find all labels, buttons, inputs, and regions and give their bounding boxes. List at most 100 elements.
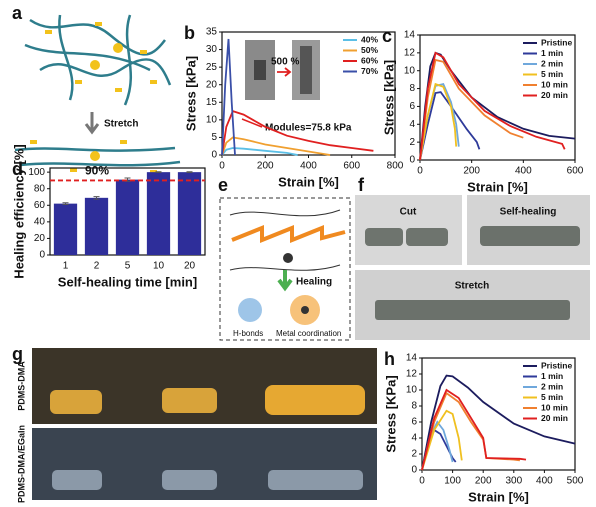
- plot-frame: [421, 357, 576, 471]
- panel-letter: g: [12, 344, 23, 364]
- annotation: Modules=75.8 kPa: [265, 123, 352, 134]
- plot-frame: [419, 34, 576, 161]
- x-tick-label: 500: [567, 476, 584, 487]
- y-axis-title: Healing efficiency [%]: [11, 144, 26, 278]
- sample: [268, 470, 363, 490]
- x-tick-label: 800: [387, 161, 404, 172]
- y-tick-label: 20: [34, 233, 46, 244]
- y-tick-label: 10: [406, 385, 418, 396]
- x-tick-label: 400: [300, 161, 317, 172]
- y-tick-label: 10: [404, 65, 416, 76]
- bar: [146, 172, 171, 255]
- crack: [231, 225, 346, 243]
- y-tick-label: 40: [34, 216, 46, 227]
- series-line: [421, 388, 527, 471]
- y-tick-label: 2: [409, 137, 415, 148]
- x-tick-label: 0: [219, 161, 225, 172]
- metal: [301, 306, 309, 314]
- y-tick-label: 2: [411, 449, 417, 460]
- series-line: [421, 409, 463, 471]
- arrow: [241, 118, 263, 128]
- reference-label: 90%: [85, 164, 109, 178]
- x-tick-label: 1: [63, 261, 69, 272]
- error-bar: [186, 171, 193, 174]
- series-line: [419, 91, 481, 161]
- legend-label: 50%: [361, 45, 378, 55]
- photo-label: Self-healing: [500, 207, 557, 218]
- sample: [52, 470, 102, 490]
- x-tick-label: 600: [567, 166, 584, 177]
- y-tick-label: 14: [406, 353, 418, 364]
- bar: [177, 172, 202, 255]
- y-tick-label: 6: [409, 101, 415, 112]
- panel-b-inset: 500 % Modules=75.8 kPa: [241, 40, 352, 134]
- y-tick-label: 25: [206, 62, 218, 73]
- y-axis-title: Stress [KPa]: [383, 375, 398, 452]
- legend-label: Pristine: [541, 360, 572, 370]
- legend-label: Pristine: [541, 37, 572, 47]
- legend-label: 2 min: [541, 58, 563, 68]
- legend-label: Metal coordination: [276, 329, 341, 338]
- sample: [50, 390, 102, 414]
- y-axis-title: Stress [kPa]: [381, 60, 396, 135]
- y-tick-label: 4: [411, 433, 417, 444]
- x-tick-label: 300: [505, 476, 522, 487]
- sample: [365, 228, 403, 246]
- series-line: [221, 38, 236, 156]
- x-tick-label: 200: [475, 476, 492, 487]
- photo-label: Stretch: [455, 281, 489, 292]
- y-tick-label: 0: [409, 155, 415, 166]
- x-tick-label: 400: [536, 476, 553, 487]
- sample: [300, 46, 312, 94]
- y-tick-label: 0: [411, 465, 417, 476]
- y-tick-label: 6: [411, 417, 417, 428]
- x-tick-label: 20: [184, 261, 196, 272]
- legend-label: 60%: [361, 55, 378, 65]
- y-tick-label: 8: [411, 401, 417, 412]
- arrow: [84, 112, 100, 135]
- legend-label: 10 min: [541, 402, 568, 412]
- x-tick-label: 5: [125, 261, 131, 272]
- polymer-network: [24, 14, 172, 106]
- y-tick-label: 30: [206, 44, 218, 55]
- x-tick-label: 10: [153, 261, 165, 272]
- y-tick-label: 0: [211, 150, 217, 161]
- legend-label: H-bonds: [233, 329, 263, 338]
- y-tick-label: 80: [34, 183, 46, 194]
- crosslinks-stretched: [30, 140, 157, 174]
- legend-label: 5 min: [541, 69, 563, 79]
- error-bar: [62, 202, 69, 205]
- y-tick-label: 35: [206, 27, 218, 38]
- legend-label: 20 min: [541, 413, 568, 423]
- photo-label: Cut: [400, 207, 417, 218]
- x-axis-title: Strain [%]: [278, 174, 339, 189]
- panel-g: g PDMS-DMA PDMS-DMA/EGaIn: [12, 344, 377, 503]
- y-tick-label: 60: [34, 200, 46, 211]
- sample: [254, 60, 266, 80]
- x-axis-title: Self-healing time [min]: [58, 274, 197, 289]
- panel-letter: e: [218, 175, 228, 195]
- frame: [219, 197, 351, 341]
- panel-letter: h: [384, 349, 395, 369]
- panel-letter: b: [184, 23, 195, 43]
- legend-label: 1 min: [541, 48, 563, 58]
- legend-label: 20 min: [541, 90, 568, 100]
- stretched-network: [14, 146, 181, 167]
- bar: [53, 203, 78, 255]
- bar: [84, 197, 109, 255]
- metal: [283, 253, 293, 263]
- y-tick-label: 8: [409, 83, 415, 94]
- y-tick-label: 100: [28, 167, 45, 178]
- y-tick-label: 12: [406, 369, 418, 380]
- x-axis-title: Strain [%]: [468, 489, 529, 504]
- y-tick-label: 4: [409, 119, 415, 130]
- series-line: [419, 82, 458, 161]
- series-line: [221, 109, 374, 156]
- legend-label: 10 min: [541, 79, 568, 89]
- chain: [229, 264, 341, 271]
- step-label: Healing: [296, 277, 332, 288]
- panel-letter: f: [358, 175, 365, 195]
- chain: [229, 209, 341, 217]
- panel-letter: a: [12, 3, 23, 23]
- error-bar: [93, 196, 100, 200]
